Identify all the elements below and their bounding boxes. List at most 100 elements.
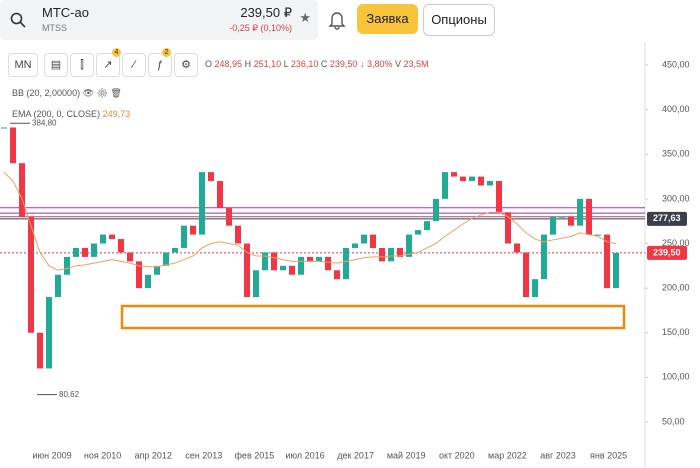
candle — [1, 127, 7, 129]
tool-button[interactable]: ▤ — [44, 53, 68, 77]
candle — [91, 243, 97, 257]
candle — [82, 247, 88, 257]
options-button[interactable]: Опционы — [423, 4, 495, 36]
candle — [109, 234, 115, 240]
tool-button[interactable]: ⫿ — [70, 53, 94, 77]
price-tag-label: 277,63 — [653, 213, 681, 223]
candle — [73, 247, 79, 257]
candle — [523, 252, 529, 298]
tool-button[interactable]: ƒ — [148, 53, 172, 77]
candle — [487, 181, 493, 186]
candle — [496, 181, 502, 213]
candle — [145, 274, 151, 289]
candle — [136, 261, 142, 289]
interval-button[interactable]: MN — [8, 53, 38, 77]
x-tick-label: авг 2023 — [540, 450, 576, 460]
x-tick-label: мар 2022 — [488, 450, 527, 460]
value: 23,5M — [403, 59, 429, 69]
params: (200, 0, CLOSE) — [33, 109, 101, 119]
candle — [568, 216, 574, 226]
candle — [154, 265, 160, 275]
order-button[interactable]: Заявка — [357, 4, 418, 34]
x-tick-label: дек 2017 — [337, 450, 374, 460]
candle — [433, 198, 439, 222]
candle — [478, 176, 484, 186]
candle — [316, 256, 322, 262]
candle — [262, 252, 268, 271]
tool-button[interactable]: ↗ — [96, 53, 120, 77]
label: L — [283, 59, 289, 69]
candle — [271, 252, 277, 271]
star[interactable]: ★ — [299, 10, 311, 25]
candle — [325, 256, 331, 271]
x-tick-label: фев 2015 — [235, 450, 275, 460]
candle — [442, 172, 448, 199]
price-tag — [647, 245, 687, 260]
search-box[interactable]: МТС-ао MTSS 239,50 ₽ -0,25 ₽ (0,10%) ★ — [0, 0, 318, 40]
candle — [10, 127, 16, 164]
y-tick-label: 350,00 — [662, 149, 690, 159]
candle — [226, 207, 232, 226]
candle — [514, 243, 520, 253]
candle — [235, 225, 241, 244]
candle — [595, 234, 601, 236]
y-tick-label: 50,00 — [662, 416, 685, 426]
change: -0,25 ₽ (0,10%) — [229, 23, 292, 33]
candle — [415, 230, 421, 235]
candle — [55, 274, 61, 298]
candle — [199, 172, 205, 235]
candle — [379, 247, 385, 262]
candle — [280, 265, 286, 271]
candle — [118, 239, 124, 253]
annotation: 384,80 — [32, 118, 57, 127]
label: O — [205, 59, 213, 69]
candle — [19, 163, 25, 217]
candle — [172, 247, 178, 253]
tool-button[interactable]: ⚙ — [174, 53, 198, 77]
candle — [361, 234, 367, 244]
ticker: МТС-ао — [42, 5, 89, 20]
label: H — [244, 59, 252, 69]
x-tick-label: июн 2009 — [32, 450, 71, 460]
candle — [451, 172, 457, 177]
ohlc-legend: O 248,95 H 251,10 L 236,10 C 239,50 ↓ 3,… — [205, 59, 429, 69]
code: MTSS — [42, 23, 68, 33]
label: V — [394, 59, 401, 69]
candle — [307, 256, 313, 262]
y-tick-label: 200,00 — [662, 283, 690, 293]
candle — [613, 252, 619, 289]
candle — [190, 225, 196, 235]
candle — [397, 247, 403, 257]
value: 249,73 — [102, 109, 131, 119]
candle — [577, 198, 583, 226]
candle — [469, 176, 475, 182]
x-tick-label: окт 2020 — [439, 450, 475, 460]
candle — [541, 234, 547, 280]
y-tick-label: 400,00 — [662, 104, 690, 114]
tool-button[interactable]: ∕ — [122, 53, 146, 77]
bell-icon[interactable] — [328, 10, 346, 30]
value: 248,95 — [214, 59, 243, 69]
x-tick-label: ноя 2010 — [84, 450, 121, 460]
candle — [343, 247, 349, 280]
ema-legend: EMA (200, 0, CLOSE) 249,73 — [12, 109, 130, 119]
label: BB — [12, 88, 25, 98]
candle — [550, 216, 556, 235]
candle — [37, 332, 43, 369]
y-tick-label: 250,00 — [662, 238, 690, 248]
badge: 2 — [162, 48, 171, 57]
candle — [532, 279, 538, 298]
candle — [370, 234, 376, 248]
candle — [289, 265, 295, 275]
candle — [253, 270, 259, 298]
value: 251,10 — [253, 59, 282, 69]
candle — [604, 234, 610, 289]
price: 239,50 ₽ — [240, 5, 292, 20]
x-tick-label: сен 2013 — [185, 450, 222, 460]
candle — [28, 216, 34, 333]
candle — [334, 270, 340, 280]
price-tag — [647, 211, 687, 226]
candle — [406, 234, 412, 257]
bb-legend: BB (20, 2,00000) 👁 ⚙ 🗑 — [12, 88, 122, 98]
y-tick-label: 100,00 — [662, 372, 690, 382]
